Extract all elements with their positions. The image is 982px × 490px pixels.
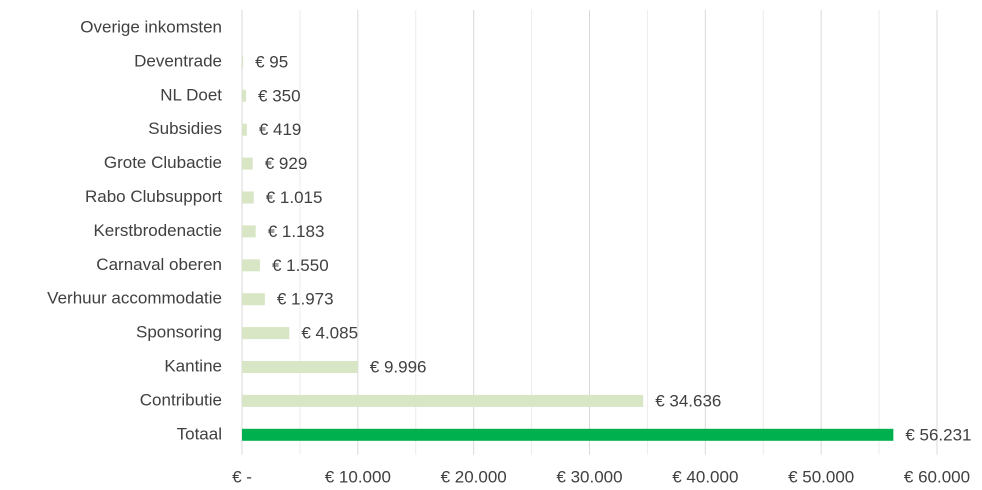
bar — [242, 259, 260, 272]
bar — [242, 123, 247, 136]
y-tick-label: Verhuur accommodatie — [47, 289, 222, 308]
y-tick-label: Totaal — [177, 424, 222, 443]
bar — [242, 157, 253, 170]
x-tick-label: € 40.000 — [672, 467, 738, 486]
bar — [242, 89, 247, 102]
data-label: € 1.550 — [272, 256, 329, 275]
data-label: € 9.996 — [370, 357, 427, 376]
bar — [242, 361, 358, 373]
data-label: € 419 — [259, 120, 302, 139]
x-tick-label: € 10.000 — [325, 467, 391, 486]
x-tick-label: € 60.000 — [904, 467, 970, 486]
y-tick-label: Sponsoring — [136, 323, 222, 342]
y-tick-label: Overige inkomsten — [80, 17, 222, 36]
y-tick-label: Subsidies — [148, 119, 222, 138]
bar — [242, 293, 265, 306]
y-tick-label: Rabo Clubsupport — [85, 187, 222, 206]
bar — [242, 428, 894, 441]
bar — [242, 191, 254, 204]
y-tick-label: Kantine — [164, 356, 222, 375]
data-label: € 1.183 — [268, 222, 325, 241]
x-tick-label: € - — [232, 467, 252, 486]
y-tick-label: Contributie — [140, 390, 222, 409]
x-tick-label: € 50.000 — [788, 467, 854, 486]
data-label: € 350 — [258, 86, 301, 105]
data-label: € 34.636 — [655, 391, 721, 410]
data-label: € 1.973 — [277, 290, 334, 309]
bar — [242, 225, 256, 238]
data-label: € 56.231 — [905, 425, 971, 444]
data-label: € 95 — [255, 52, 288, 71]
y-tick-label: Deventrade — [134, 51, 222, 70]
x-tick-label: € 20.000 — [441, 467, 507, 486]
y-tick-label: Carnaval oberen — [96, 255, 222, 274]
bar — [242, 327, 290, 340]
y-tick-label: Grote Clubactie — [104, 153, 222, 172]
data-label: € 1.015 — [266, 188, 323, 207]
data-label: € 929 — [265, 154, 308, 173]
y-tick-label: Kerstbrodenactie — [93, 221, 222, 240]
bar — [242, 55, 244, 68]
bar — [242, 394, 644, 407]
data-label: € 4.085 — [301, 324, 358, 343]
y-tick-label: NL Doet — [160, 85, 222, 104]
x-tick-label: € 30.000 — [556, 467, 622, 486]
